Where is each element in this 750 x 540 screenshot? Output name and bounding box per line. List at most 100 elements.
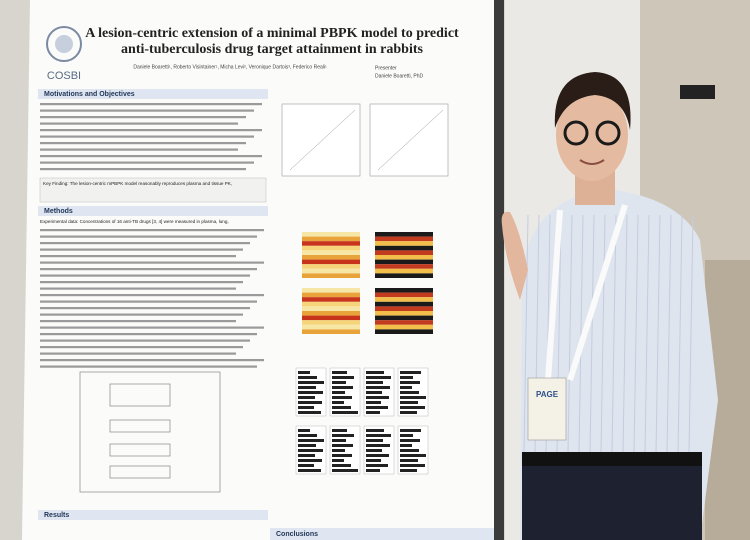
text-line [40, 359, 264, 362]
diagram-box [109, 419, 171, 433]
text-line [40, 116, 246, 119]
poster-title: anti-tuberculosis drug target attainment… [121, 42, 423, 57]
text-line [40, 148, 238, 151]
bar-strip [332, 396, 352, 399]
diagram-box [109, 383, 171, 407]
bar-strip [332, 381, 346, 384]
text-line [40, 326, 264, 329]
bar-strip [400, 429, 421, 432]
heat-row [302, 329, 360, 334]
stripe [600, 214, 606, 453]
bar-strip [400, 439, 420, 442]
heat-row [302, 315, 360, 321]
text-line [40, 142, 246, 145]
bar-strip [400, 469, 417, 472]
bar-strip [400, 459, 418, 462]
bar-strip [366, 429, 384, 432]
heat-row [302, 268, 360, 274]
bar-strip [332, 444, 353, 447]
bar-strip [400, 381, 420, 384]
bar-strip [400, 401, 418, 404]
body-text [40, 229, 264, 368]
section-bar [38, 89, 268, 99]
body-text [40, 103, 262, 171]
badge-text: PAGE [536, 390, 559, 399]
heat-row [302, 297, 360, 302]
section-bar [38, 510, 268, 520]
stripe [633, 214, 639, 453]
bar-strip [400, 449, 419, 452]
bar-strip [332, 449, 345, 452]
bar-strip [298, 434, 317, 437]
stripe [611, 214, 617, 453]
bar-strip [400, 454, 426, 457]
bar-strip [298, 464, 314, 467]
badge [527, 377, 567, 441]
text-line [40, 168, 246, 171]
bar-strip [332, 454, 352, 457]
smile [579, 159, 605, 165]
bar-strip [298, 439, 324, 442]
bar-strip [298, 444, 316, 447]
heat-row [375, 268, 433, 274]
heat-row [375, 320, 433, 325]
text-line [40, 161, 254, 164]
bar-panels [295, 367, 429, 475]
text-line [40, 129, 262, 132]
text-line [40, 103, 262, 106]
bar-strip [400, 464, 425, 467]
heat-row [375, 255, 433, 260]
poster-frame [494, 0, 504, 540]
bar-strip [298, 469, 321, 472]
bar-strip [366, 376, 391, 379]
text-line [40, 313, 243, 316]
bar-strip [400, 411, 417, 414]
heat-row [302, 324, 360, 330]
text-line [40, 333, 257, 336]
bar-strip [366, 459, 381, 462]
heat-row [375, 273, 433, 278]
bar-strip [298, 376, 317, 379]
bar-strip [366, 411, 380, 414]
heatmaps [302, 232, 433, 334]
text-line [40, 242, 250, 245]
stripe [589, 214, 595, 453]
raised-hand [501, 211, 528, 300]
heat-row [302, 320, 360, 325]
text-line [40, 248, 243, 251]
projector [680, 85, 715, 99]
heat-row [375, 329, 433, 334]
bar-strip [366, 386, 390, 389]
heat-row [375, 259, 433, 265]
heat-row [375, 311, 433, 316]
bar-strip [298, 386, 316, 389]
scatter-plot [281, 103, 361, 177]
stripe [622, 214, 628, 453]
bar-strip [366, 454, 389, 457]
heat-row [302, 255, 360, 260]
bar-strip [298, 401, 322, 404]
text-line [40, 268, 257, 271]
text-line [40, 109, 254, 112]
stripe [688, 214, 694, 453]
heat-row [302, 259, 360, 265]
bar-strip [366, 381, 383, 384]
bar-strip [400, 371, 421, 374]
bar-strip [332, 411, 358, 414]
heat-row [302, 264, 360, 269]
bar-strip [332, 469, 358, 472]
text-line [40, 339, 250, 342]
authors: Daniele Boaretti¹, Roberto Visintainer¹,… [133, 64, 327, 70]
bar-strip [366, 444, 390, 447]
heat-row [375, 292, 433, 298]
heat-row [302, 311, 360, 316]
text-line [40, 155, 262, 158]
bar-strip [298, 391, 323, 394]
stripe [666, 214, 672, 453]
bar-strip [332, 376, 354, 379]
text-line [40, 365, 257, 368]
text-line [40, 235, 257, 238]
heat-row [375, 250, 433, 255]
section-heading: Results [44, 512, 69, 519]
